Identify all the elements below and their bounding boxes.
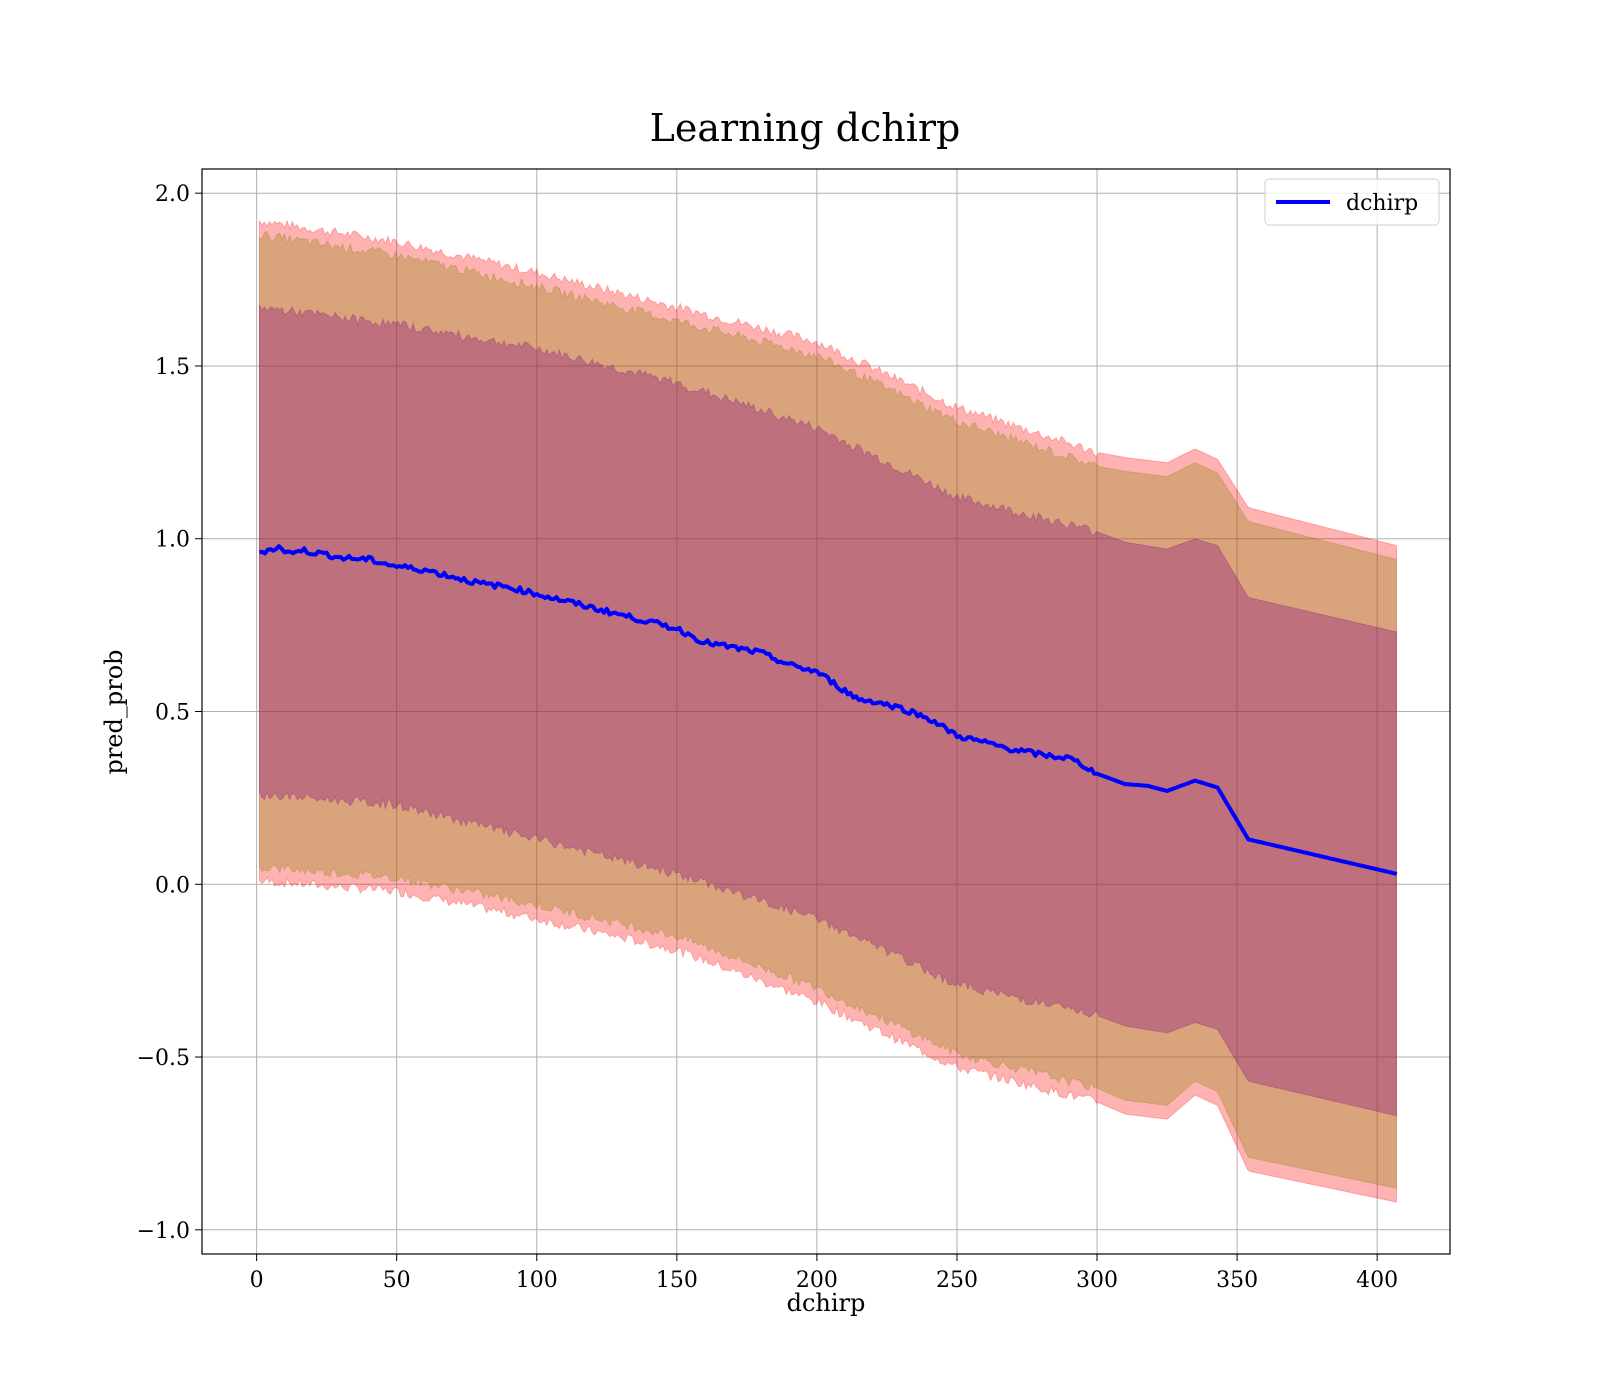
x-tick-label: 100 [516, 1268, 558, 1293]
bands [258, 219, 1397, 1203]
y-tick-label: 1.5 [155, 355, 190, 380]
ticks: 0 50 100 150 200 250 300 350 400 −1.0 −0.5 0.0 0.5 1.… [137, 182, 1399, 1293]
legend-box [1264, 178, 1440, 226]
y-tick-label: 2.0 [155, 182, 190, 207]
series-line-dchirp [259, 544, 1398, 876]
x-tick-label: 50 [383, 1268, 411, 1293]
x-tick-label: 300 [1076, 1268, 1118, 1293]
legend: dchirp [1264, 178, 1440, 226]
y-tick-label: −0.5 [137, 1046, 190, 1071]
band-inner [258, 304, 1397, 1117]
y-tick-label: 0.5 [155, 701, 190, 726]
y-tick-label: 1.0 [155, 528, 190, 553]
y-tick-label: −1.0 [137, 1219, 190, 1244]
x-tick-label: 200 [796, 1268, 838, 1293]
x-tick-label: 250 [936, 1268, 978, 1293]
x-tick-label: 0 [250, 1268, 264, 1293]
y-axis-label: pred_prob [100, 649, 128, 774]
band-middle [258, 230, 1397, 1189]
legend-label-dchirp: dchirp [1346, 191, 1418, 216]
x-tick-label: 400 [1356, 1268, 1398, 1293]
series-lines [259, 544, 1398, 876]
x-tick-label: 150 [656, 1268, 698, 1293]
y-tick-label: 0.0 [155, 873, 190, 898]
grid [202, 169, 1450, 1254]
x-axis-label: dchirp [787, 1289, 866, 1317]
band-outer [258, 219, 1397, 1203]
chart-title: Learning dchirp [650, 106, 961, 150]
x-tick-label: 350 [1216, 1268, 1258, 1293]
